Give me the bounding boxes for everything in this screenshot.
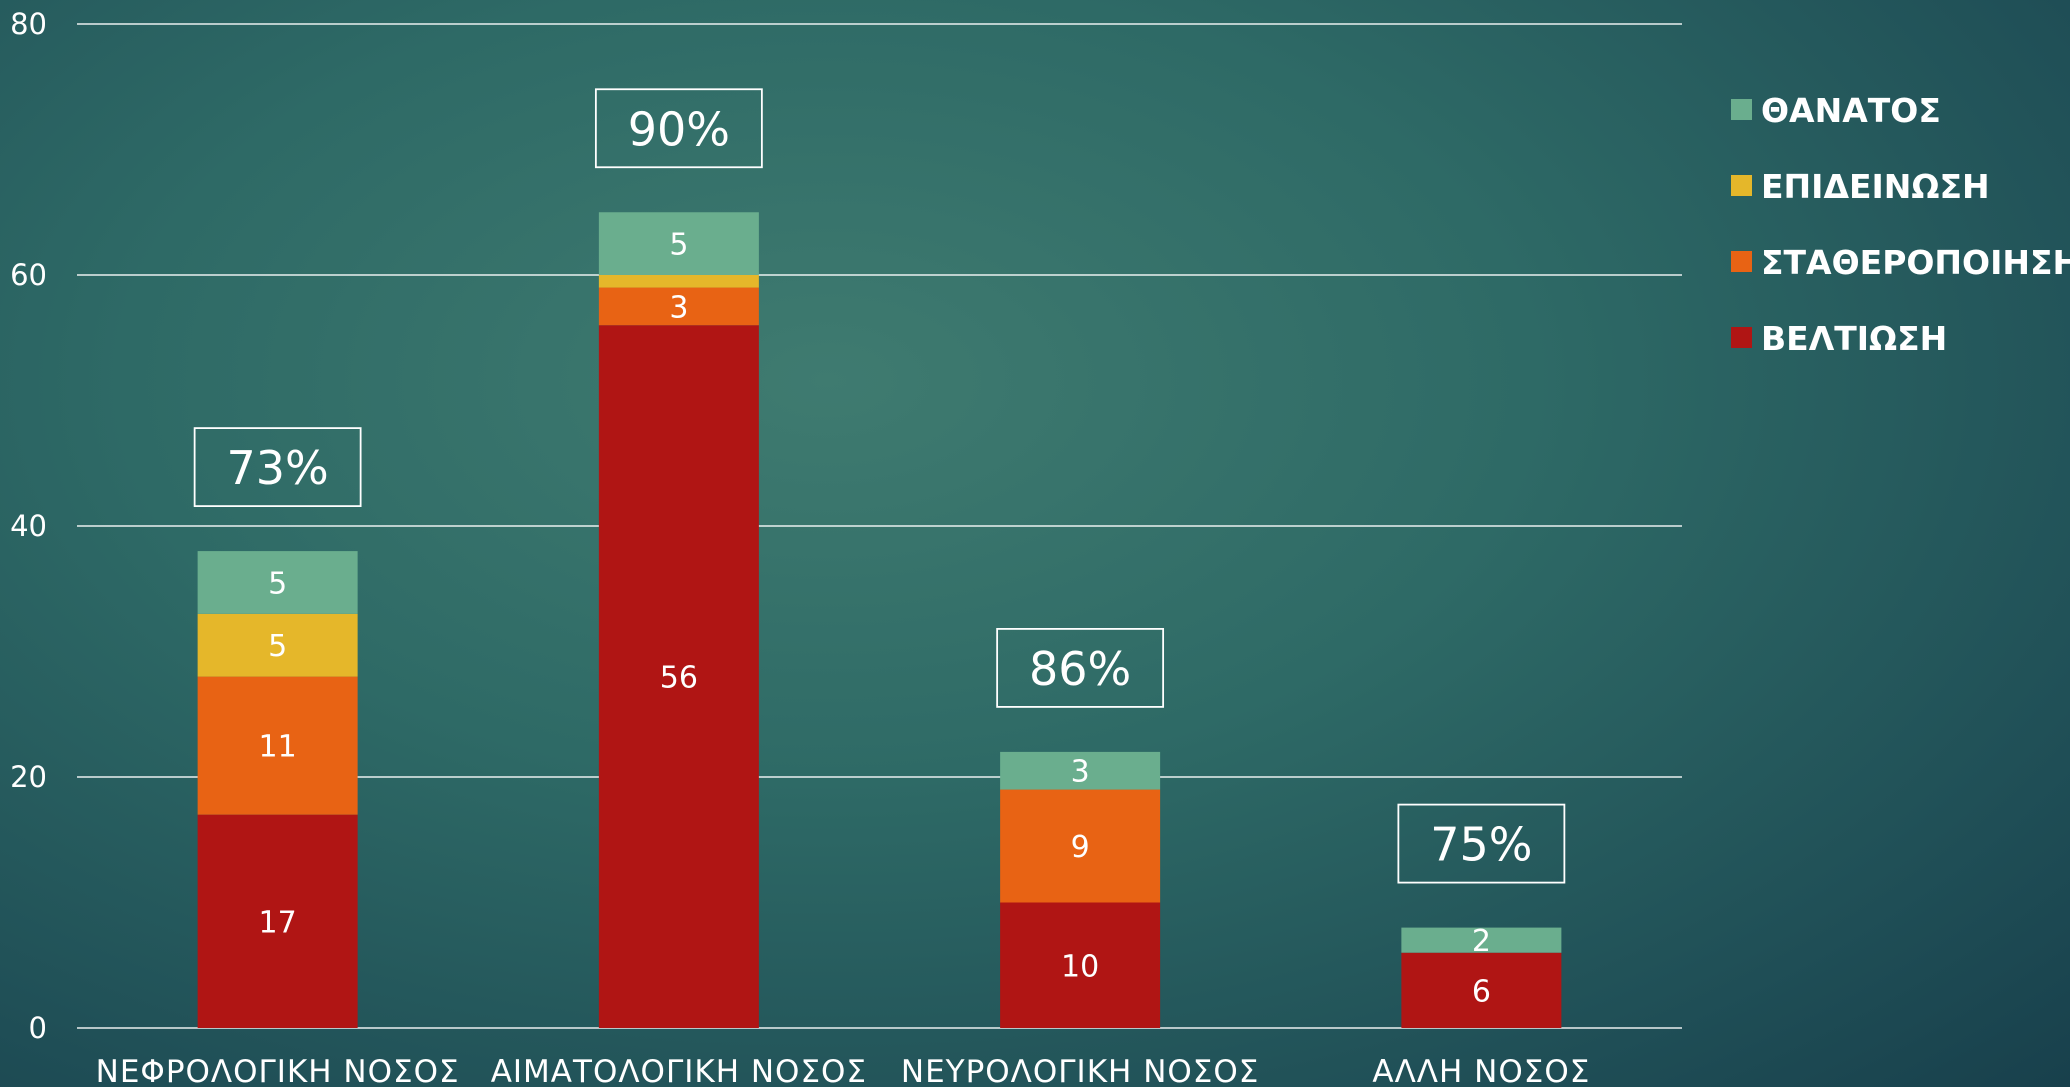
y-tick-label: 20 — [10, 760, 47, 794]
bar-segment — [1401, 927, 1562, 953]
bar-segment — [197, 814, 358, 1028]
percent-box — [1397, 803, 1566, 884]
data-label: 17 — [259, 905, 297, 940]
bar-segment — [197, 551, 358, 614]
percent-annotation: 90% — [628, 102, 730, 156]
data-label: 3 — [669, 290, 688, 325]
data-label: 5 — [268, 629, 287, 664]
data-label: 6 — [1472, 974, 1491, 1009]
data-label: 9 — [1071, 830, 1090, 865]
data-label: 11 — [259, 730, 297, 765]
bar-segment — [197, 613, 358, 677]
bar-segment — [1401, 952, 1562, 1028]
category-label: ΝΕΦΡΟΛΟΓΙΚΗ ΝΟΣΟΣ — [96, 1054, 460, 1087]
legend-swatch — [1731, 327, 1752, 348]
bar-segment — [1000, 751, 1161, 790]
data-label: 5 — [669, 228, 688, 263]
percent-box — [193, 427, 362, 508]
y-tick-label: 0 — [29, 1011, 47, 1045]
bar-segment — [197, 676, 358, 815]
data-label: 10 — [1061, 949, 1099, 984]
category-label: ΑΙΜΑΤΟΛΟΓΙΚΗ ΝΟΣΟΣ — [491, 1054, 867, 1087]
legend-label: ΣΤΑΘΕΡΟΠΟΙΗΣΗ — [1761, 243, 2070, 282]
bar-segment — [598, 275, 759, 288]
category-label: ΑΛΛΗ ΝΟΣΟΣ — [1372, 1054, 1590, 1087]
y-tick-label: 80 — [10, 7, 47, 41]
y-tick-label: 40 — [10, 509, 47, 543]
bar-segment — [598, 287, 759, 326]
data-label: 56 — [660, 661, 698, 696]
bar-segment — [598, 325, 759, 1028]
legend-swatch — [1731, 175, 1752, 196]
legend-label: ΕΠΙΔΕΙΝΩΣΗ — [1761, 167, 1990, 206]
percent-annotation: 73% — [227, 441, 329, 495]
data-label: 3 — [1071, 755, 1090, 790]
data-label: 2 — [1472, 924, 1491, 959]
legend-swatch — [1731, 251, 1752, 272]
percent-box — [594, 88, 763, 169]
bar-segment — [1000, 902, 1161, 1028]
y-tick-label: 60 — [10, 258, 47, 292]
percent-box — [996, 628, 1165, 708]
category-label: ΝΕΥΡΟΛΟΓΙΚΗ ΝΟΣΟΣ — [901, 1054, 1259, 1087]
bar-segment — [598, 212, 759, 275]
data-label: 5 — [268, 566, 287, 601]
legend-swatch — [1731, 99, 1752, 120]
percent-annotation: 75% — [1430, 818, 1532, 872]
bar-segment — [1000, 789, 1161, 903]
legend-label: ΒΕΛΤΙΩΣΗ — [1761, 319, 1947, 358]
percent-annotation: 86% — [1029, 642, 1131, 696]
legend-label: ΘΑΝΑΤΟΣ — [1761, 91, 1941, 130]
